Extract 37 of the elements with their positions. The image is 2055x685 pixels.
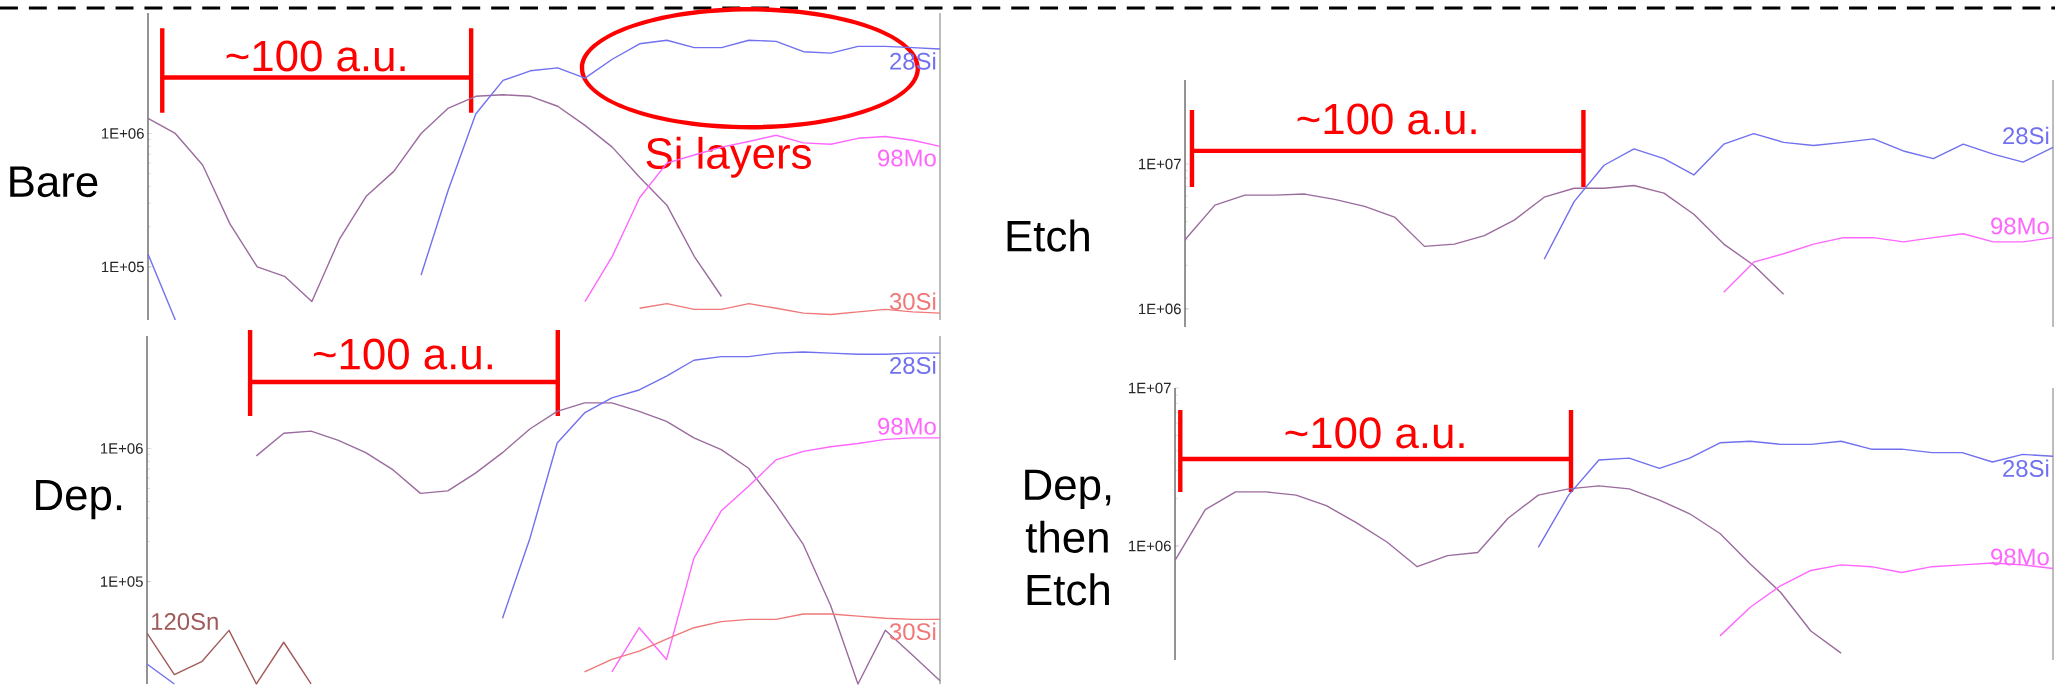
y-tick-label: 1E+07	[1129, 382, 1171, 394]
y-axis-title: Dep, then Etch	[1025, 469, 1111, 606]
line-series	[501, 351, 941, 619]
series-label: 28Si	[2003, 126, 2049, 145]
y-tick-label: 1E+06	[1139, 303, 1181, 315]
y-tick-label: 1E+07	[1139, 158, 1181, 170]
line-series	[1723, 233, 2054, 294]
line-series	[1174, 485, 1842, 654]
series-label: 98Mo	[1991, 217, 2049, 235]
series-label: 30Si	[889, 292, 936, 310]
line-series	[1184, 184, 1785, 296]
y-axis-title: Dep.	[36, 479, 122, 520]
annotation: ~100 a.u.	[1285, 417, 1464, 449]
y-tick-label: 1E+05	[101, 261, 144, 273]
line-series	[420, 39, 941, 276]
series-label: 98Mo	[878, 149, 936, 167]
series-label: 28Si	[890, 356, 936, 374]
series-label: 120Sn	[152, 612, 218, 630]
annotation: ~100 a.u.	[1297, 103, 1476, 135]
series-label: 28Si	[2003, 459, 2049, 477]
y-tick-label: 1E+06	[100, 443, 143, 454]
y-axis-title: Bare	[10, 166, 98, 198]
line-series	[1537, 440, 2054, 549]
annotation: ~100 a.u.	[226, 40, 405, 72]
annotation: Si layers	[646, 136, 811, 178]
line-series	[255, 402, 941, 685]
y-tick-label: 1E+06	[1129, 540, 1171, 552]
line-series	[583, 613, 941, 673]
series-label: 98Mo	[1991, 548, 2049, 566]
line-series	[146, 629, 312, 685]
series-label: 30Si	[889, 622, 936, 641]
y-tick-label: 1E+06	[101, 128, 144, 139]
line-series	[611, 437, 941, 673]
series-label: 98Mo	[878, 417, 936, 435]
annotation: ~100 a.u.	[313, 338, 492, 370]
y-tick-label: 1E+05	[100, 576, 143, 587]
y-axis-title: Etch	[1007, 219, 1089, 252]
